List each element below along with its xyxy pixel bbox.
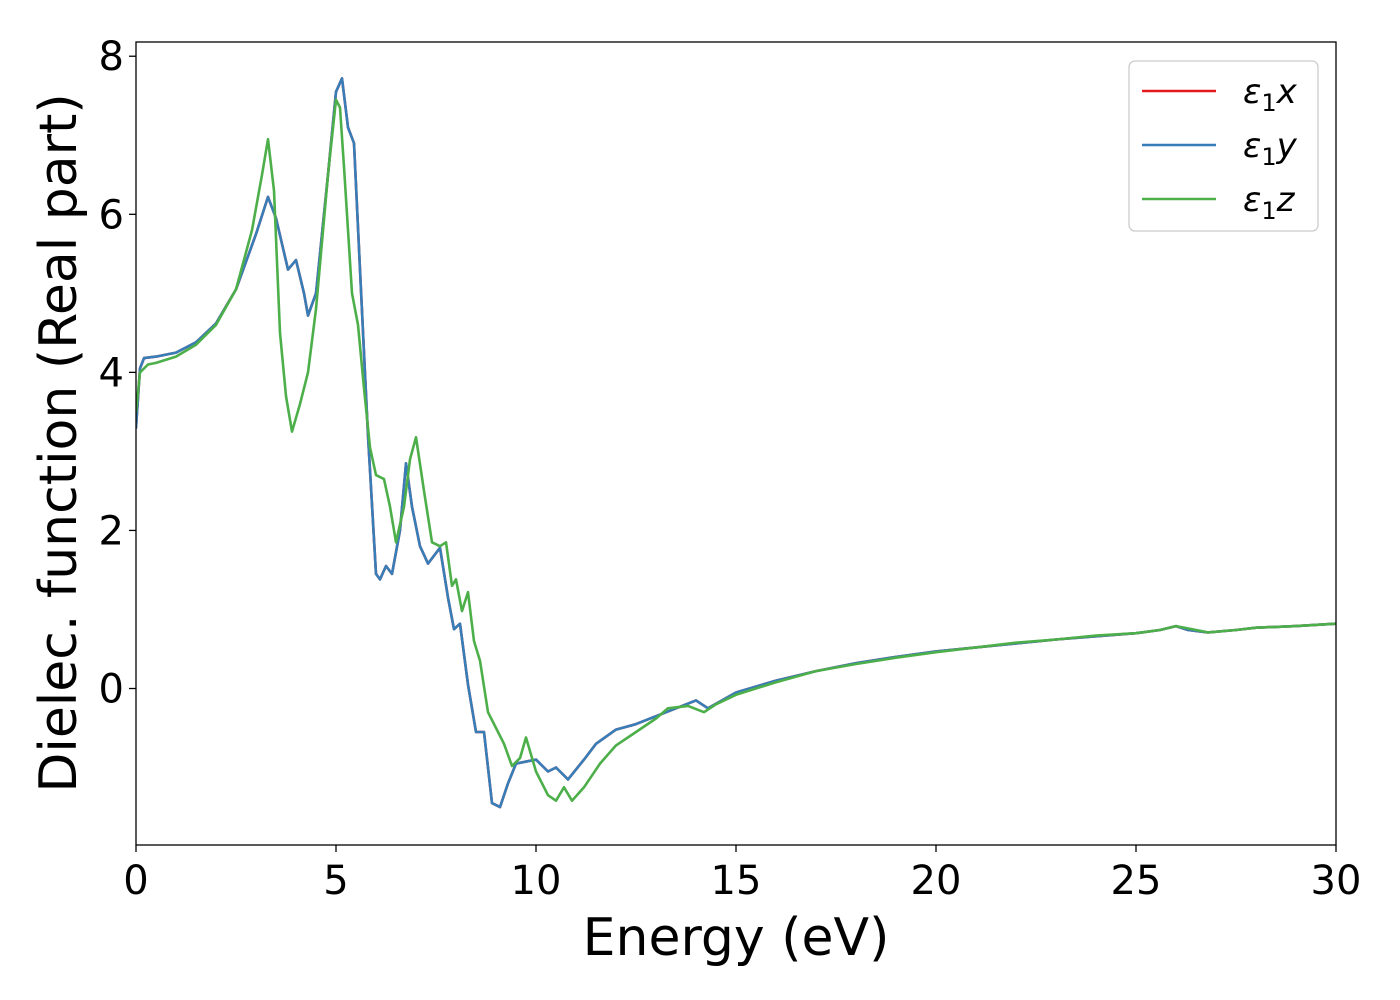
x-tick-label: 0 xyxy=(123,858,148,904)
x-tick-label: 20 xyxy=(911,858,962,904)
legend-label-x: ε1x xyxy=(1243,72,1298,117)
y-axis-ticks: 0 2 4 6 8 xyxy=(99,34,136,713)
x-tick-label: 5 xyxy=(323,858,348,904)
series-layer xyxy=(136,77,1336,809)
x-axis-ticks: 0 5 10 15 20 25 30 xyxy=(123,845,1361,904)
y-axis-label: Dielec. function (Real part) xyxy=(29,93,89,792)
y-tick-label: 6 xyxy=(99,192,124,238)
legend-box xyxy=(1128,60,1319,232)
y-tick-label: 4 xyxy=(99,350,124,396)
legend-label-y: ε1y xyxy=(1243,126,1298,171)
legend: ε1x ε1y ε1z xyxy=(1128,60,1319,232)
x-tick-label: 15 xyxy=(711,858,762,904)
y-tick-label: 0 xyxy=(99,667,124,713)
y-tick-label: 8 xyxy=(99,34,124,80)
x-axis-label: Energy (eV) xyxy=(583,908,890,968)
x-tick-label: 10 xyxy=(511,858,562,904)
x-tick-label: 25 xyxy=(1111,858,1162,904)
y-tick-label: 2 xyxy=(99,508,124,554)
x-tick-label: 30 xyxy=(1311,858,1362,904)
series-line-z xyxy=(136,98,1336,802)
legend-label-z: ε1z xyxy=(1243,180,1296,225)
